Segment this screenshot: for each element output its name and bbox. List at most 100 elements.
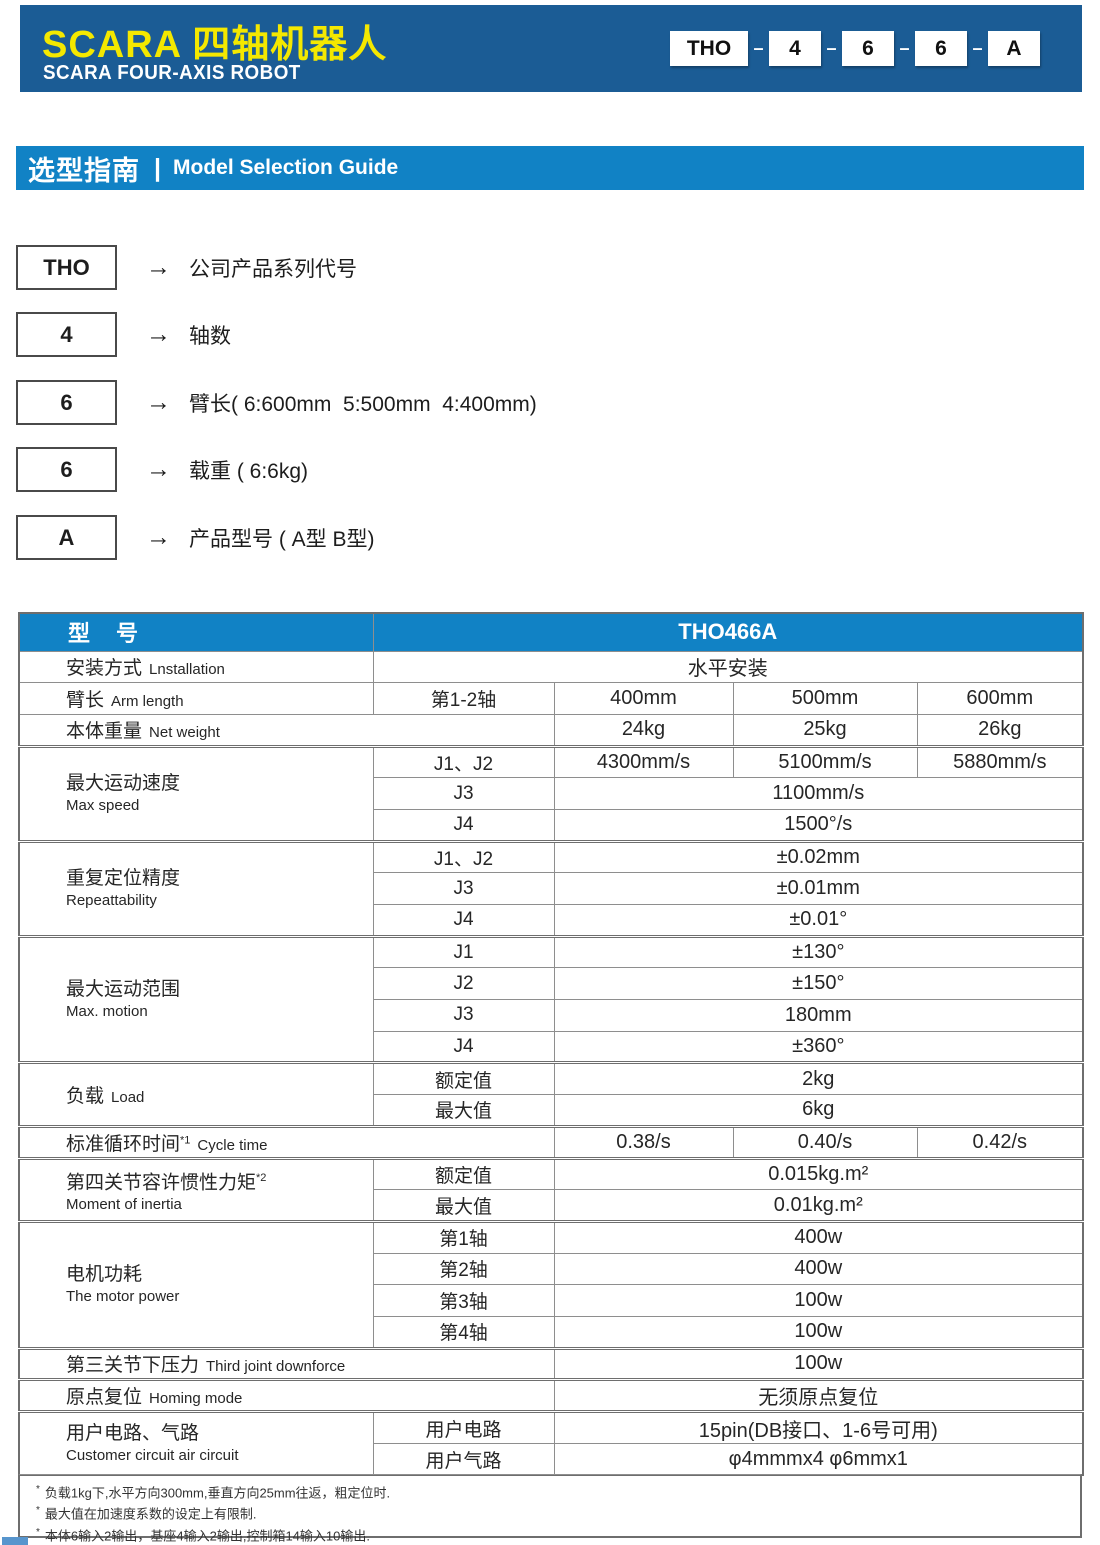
cell-load-label: 负载 Load — [18, 1061, 374, 1127]
guide-item-desc: 臂长( 6:600mm 5:500mm 4:400mm) — [189, 392, 537, 416]
model-code-box-type: A — [988, 31, 1040, 66]
guide-item-payload: 6 → 载重 ( 6:6kg) — [16, 447, 308, 492]
cell-motor-axis1-value: 400w — [553, 1219, 1084, 1254]
cell-downforce-label: 第三关节下压力 Third joint downforce — [18, 1346, 555, 1381]
arrow-right-icon: → — [146, 320, 171, 348]
section-header: 选型指南 | Model Selection Guide — [16, 146, 1084, 190]
cell-user-air-value: φ4mmmx4 φ6mmx1 — [553, 1443, 1084, 1476]
cell-speed-5100: 5100mm/s — [732, 744, 918, 779]
cell-motor-power-label: 电机功耗 The motor power — [18, 1219, 374, 1349]
cell-inertia-rated-sub: 额定值 — [372, 1156, 555, 1191]
table-row: 最大运动范围 Max. motion J1 ±130° — [18, 934, 1084, 1064]
cell-motor-axis3-sub: 第3轴 — [372, 1284, 555, 1317]
cell-motor-axis1-sub: 第1轴 — [372, 1219, 555, 1254]
cell-repeat-j4-sub: J4 — [372, 904, 555, 937]
cell-cycle-040: 0.40/s — [732, 1124, 918, 1159]
table-row: 重复定位精度 Repeattability J1、J2 ±0.02mm — [18, 839, 1084, 937]
cell-speed-j1j2-sub: J1、J2 — [372, 744, 555, 779]
cell-cycle-042: 0.42/s — [916, 1124, 1084, 1159]
cell-homing-value: 无须原点复位 — [553, 1378, 1084, 1413]
cell-cycle-038: 0.38/s — [553, 1124, 734, 1159]
table-row: 臂长 Arm length 第1-2轴 400mm 500mm 600mm — [18, 682, 1084, 715]
asterisk-icon: * — [36, 1484, 40, 1495]
cell-user-electric-sub: 用户电路 — [372, 1410, 555, 1444]
cell-installation-value: 水平安装 — [372, 650, 1084, 684]
cell-weight-25: 25kg — [732, 713, 918, 747]
cell-user-electric-value: 15pin(DB接口、1-6号可用) — [553, 1410, 1084, 1444]
cell-speed-j4-sub: J4 — [372, 808, 555, 842]
top-banner: SCARA 四轴机器人 SCARA FOUR-AXIS ROBOT THO – … — [20, 5, 1082, 92]
arrow-right-icon: → — [146, 455, 171, 483]
model-code-box-series: THO — [670, 31, 748, 66]
cell-motion-j2-value: ±150° — [553, 967, 1084, 1001]
cell-user-circuit-label: 用户电路、气路 Customer circuit air circuit — [18, 1410, 374, 1476]
cell-motor-axis2-sub: 第2轴 — [372, 1252, 555, 1286]
cell-repeatability-label: 重复定位精度 Repeattability — [18, 839, 374, 937]
cell-motor-axis4-value: 100w — [553, 1315, 1084, 1349]
spec-table: 型 号 THO466A 安装方式 Lnstallation 水平安装 臂长 Arm … — [18, 612, 1085, 1477]
table-row: 负载 Load 额定值 2kg — [18, 1061, 1084, 1127]
cell-load-max-value: 6kg — [553, 1094, 1084, 1127]
cell-user-air-sub: 用户气路 — [372, 1443, 555, 1476]
cell-load-rated-value: 2kg — [553, 1061, 1084, 1096]
arrow-right-icon: → — [146, 388, 171, 416]
cell-arm-length-label: 臂长 Arm length — [18, 682, 374, 715]
guide-code-box: 6 — [16, 380, 117, 425]
footnote-line: * 负载1kg下,水平方向300mm,垂直方向25mm往返，粗定位时. — [36, 1484, 391, 1501]
cell-load-max-sub: 最大值 — [372, 1094, 555, 1127]
table-row: J3 1100mm/s — [19, 777, 1084, 810]
cell-repeat-j1j2-sub: J1、J2 — [372, 839, 555, 874]
cell-max-speed-label: 最大运动速度 Max speed — [18, 744, 374, 842]
cell-repeat-j3-value: ±0.01mm — [553, 872, 1084, 905]
table-row: 原点复位 Homing mode 无须原点复位 — [18, 1378, 1084, 1413]
cell-repeat-j4-value: ±0.01° — [553, 904, 1084, 937]
cell-cycle-time-label: 标准循环时间*1 Cycle time — [18, 1124, 555, 1159]
model-code-dash: – — [899, 38, 910, 58]
cell-motion-j4-value: ±360° — [553, 1030, 1084, 1064]
guide-code-box: A — [16, 515, 117, 560]
footnotes-box: * 负载1kg下,水平方向300mm,垂直方向25mm往返，粗定位时. * 最大值在… — [18, 1474, 1082, 1543]
section-title-zh: 选型指南 — [28, 155, 140, 186]
cell-speed-j4-value: 1500°/s — [553, 808, 1084, 842]
asterisk-icon: * — [36, 1505, 40, 1517]
cell-repeat-j1j2-value: ±0.02mm — [553, 839, 1084, 874]
table-row: J4 ±360° — [19, 1030, 1084, 1064]
cell-motion-j1-value: ±130° — [553, 934, 1084, 969]
cell-net-weight-label: 本体重量 Net weight — [18, 713, 555, 747]
page-corner-mark — [2, 1537, 28, 1545]
guide-item-series: THO → 公司产品系列代号 — [16, 245, 357, 290]
cell-arm-600: 600mm — [916, 682, 1084, 715]
model-code-diagram: THO – 4 – 6 – 6 – A — [670, 31, 1040, 66]
cell-motor-axis4-sub: 第4轴 — [372, 1315, 555, 1349]
table-row: 最大值 6kg — [19, 1094, 1084, 1127]
guide-item-desc: 公司产品系列代号 — [189, 257, 357, 281]
cell-motion-j4-sub: J4 — [372, 1030, 555, 1064]
cell-installation-label: 安装方式 Lnstallation — [18, 650, 374, 684]
cell-arm-500: 500mm — [732, 682, 918, 715]
table-row: 安装方式 Lnstallation 水平安装 — [18, 650, 1084, 684]
cell-motor-axis3-value: 100w — [553, 1284, 1084, 1317]
table-header-row: 型 号 THO466A — [18, 612, 1084, 652]
cell-weight-24: 24kg — [553, 713, 734, 747]
cell-inertia-rated-value: 0.015kg.m² — [553, 1156, 1084, 1191]
guide-code-box: 6 — [16, 447, 117, 492]
cell-arm-length-sub: 第1-2轴 — [372, 682, 555, 715]
cell-inertia-label: 第四关节容许惯性力矩*2 Moment of inertia — [18, 1156, 374, 1222]
footnote-line: * 最大值在加速度系数的设定上有限制. — [36, 1505, 257, 1522]
model-code-box-payload: 6 — [915, 31, 967, 66]
footnote-mark-2: *2 — [256, 1171, 267, 1184]
table-row: 用户气路 φ4mmmx4 φ6mmx1 — [19, 1443, 1084, 1476]
section-title-en: Model Selection Guide — [173, 156, 399, 179]
table-row: 第四关节容许惯性力矩*2 Moment of inertia 额定值 0.015k… — [18, 1156, 1084, 1222]
model-code-dash: – — [753, 38, 764, 58]
cell-speed-5880: 5880mm/s — [916, 744, 1084, 779]
model-code-box-axes: 4 — [769, 31, 821, 66]
guide-item-desc: 产品型号 ( A型 B型) — [189, 527, 375, 551]
cell-motion-j2-sub: J2 — [372, 967, 555, 1001]
table-row: 电机功耗 The motor power 第1轴 400w — [18, 1219, 1084, 1349]
cell-downforce-value: 100w — [553, 1346, 1084, 1381]
guide-code-box: 4 — [16, 312, 117, 357]
table-row: 第4轴 100w — [19, 1315, 1084, 1349]
cell-motion-j3-sub: J3 — [372, 999, 555, 1032]
